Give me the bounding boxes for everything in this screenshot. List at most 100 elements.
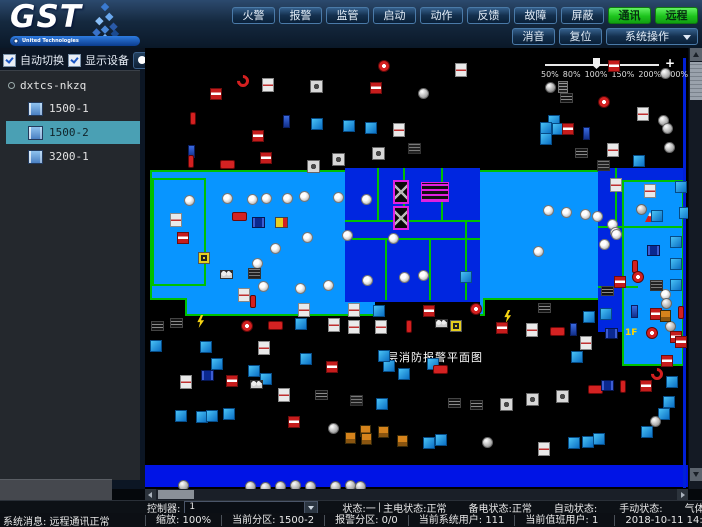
alarm-panel-icon[interactable]: [661, 355, 673, 367]
sphere-icon[interactable]: [650, 416, 661, 427]
dark-grille-icon[interactable]: [650, 280, 663, 291]
blue-device-icon[interactable]: [570, 323, 577, 336]
alarm-panel-icon[interactable]: [252, 130, 264, 142]
module-icon[interactable]: [200, 341, 212, 353]
grille-icon[interactable]: [470, 400, 483, 410]
alarm-button-icon[interactable]: [598, 96, 610, 108]
detector-icon[interactable]: [299, 191, 310, 202]
sphere-icon[interactable]: [418, 88, 429, 99]
detector-icon[interactable]: [533, 246, 544, 257]
menu-button[interactable]: 消音: [512, 28, 555, 45]
alarm-panel-icon[interactable]: [640, 380, 652, 392]
orange-device-icon[interactable]: [397, 435, 408, 447]
module-icon[interactable]: [583, 311, 595, 323]
extinguisher-icon[interactable]: [190, 112, 196, 125]
hydrant-icon[interactable]: [232, 212, 247, 221]
extinguisher-icon[interactable]: [620, 380, 626, 393]
tree-item-3200-1[interactable]: 3200-1: [6, 145, 140, 168]
alarm-panel-icon[interactable]: [608, 60, 620, 72]
detector-icon[interactable]: [261, 193, 272, 204]
menu-button[interactable]: 报警: [279, 7, 322, 24]
alarm-button-icon[interactable]: [646, 327, 658, 339]
scroll-left-arrow[interactable]: [145, 489, 156, 500]
module-icon[interactable]: [376, 398, 388, 410]
pump-icon[interactable]: [647, 245, 660, 256]
device-panel-icon[interactable]: [278, 388, 290, 402]
alarm-panel-icon[interactable]: [260, 152, 272, 164]
detector-icon[interactable]: [611, 229, 622, 240]
device-panel-icon[interactable]: [348, 303, 360, 317]
grille-icon[interactable]: [575, 148, 588, 158]
menu-button[interactable]: 反馈: [467, 7, 510, 24]
pump-icon[interactable]: [601, 380, 614, 391]
detector-icon[interactable]: [333, 192, 344, 203]
orange-device-icon[interactable]: [345, 432, 356, 444]
module-icon[interactable]: [373, 305, 385, 317]
menu-button[interactable]: 远程: [655, 7, 698, 24]
detector-icon[interactable]: [599, 239, 610, 250]
grille-icon[interactable]: [538, 303, 551, 313]
alarm-panel-icon[interactable]: [614, 276, 626, 288]
grille-icon[interactable]: [560, 93, 573, 103]
module-icon[interactable]: [150, 340, 162, 352]
chevron-down-icon[interactable]: [304, 501, 318, 513]
device-panel-icon[interactable]: [644, 184, 656, 198]
grip-icon[interactable]: [558, 81, 568, 93]
scroll-up-arrow[interactable]: [690, 48, 702, 61]
module-icon[interactable]: [295, 318, 307, 330]
hydrant-icon[interactable]: [220, 160, 235, 169]
sphere-icon[interactable]: [290, 480, 301, 489]
device-panel-icon[interactable]: [180, 375, 192, 389]
detector-icon[interactable]: [282, 193, 293, 204]
module-icon[interactable]: [633, 155, 645, 167]
detector-icon[interactable]: [258, 281, 269, 292]
module-icon[interactable]: [300, 353, 312, 365]
module-icon[interactable]: [675, 181, 687, 193]
horizontal-scroll-thumb[interactable]: [158, 490, 194, 499]
menu-button[interactable]: 火警: [232, 7, 275, 24]
module-icon[interactable]: [666, 376, 678, 388]
sphere-icon[interactable]: [355, 481, 366, 489]
people-icon[interactable]: [435, 319, 448, 328]
hydrant-icon[interactable]: [550, 327, 565, 336]
device-panel-icon[interactable]: [298, 303, 310, 317]
device-panel-icon[interactable]: [610, 178, 622, 192]
lightning-icon[interactable]: [197, 315, 205, 328]
device-panel-icon[interactable]: [580, 336, 592, 350]
detector-icon[interactable]: [184, 195, 195, 206]
orange-device-icon[interactable]: [361, 433, 372, 445]
fan-icon[interactable]: [526, 393, 539, 406]
module-icon[interactable]: [651, 210, 663, 222]
hydrant-icon[interactable]: [433, 365, 448, 374]
module-icon[interactable]: [206, 410, 218, 422]
pump-icon[interactable]: [605, 328, 618, 339]
device-panel-icon[interactable]: [328, 318, 340, 332]
detector-icon[interactable]: [418, 270, 429, 281]
bell-icon[interactable]: [234, 72, 252, 90]
device-panel-icon[interactable]: [262, 78, 274, 92]
menu-button[interactable]: 启动: [373, 7, 416, 24]
blue-device-icon[interactable]: [583, 127, 590, 140]
sphere-icon[interactable]: [662, 123, 673, 134]
orange-device-icon[interactable]: [660, 310, 671, 322]
sphere-icon[interactable]: [636, 204, 647, 215]
device-panel-icon[interactable]: [455, 63, 467, 77]
detector-icon[interactable]: [592, 211, 603, 222]
module-icon[interactable]: [398, 368, 410, 380]
fan-icon[interactable]: [556, 390, 569, 403]
alarm-panel-icon[interactable]: [370, 82, 382, 94]
alarm-panel-icon[interactable]: [496, 322, 508, 334]
lightning-icon[interactable]: [504, 310, 512, 323]
module-icon[interactable]: [658, 408, 670, 420]
tree-item-1500-1[interactable]: 1500-1: [6, 97, 140, 120]
detector-icon[interactable]: [302, 232, 313, 243]
alarm-panel-icon[interactable]: [177, 232, 189, 244]
sphere-icon[interactable]: [660, 68, 671, 79]
device-panel-icon[interactable]: [538, 442, 550, 456]
dark-grille-icon[interactable]: [408, 143, 421, 154]
extinguisher-icon[interactable]: [678, 306, 684, 319]
device-panel-icon[interactable]: [526, 323, 538, 337]
blue-device-icon[interactable]: [631, 305, 638, 318]
menu-button[interactable]: 监管: [326, 7, 369, 24]
floor-plan-canvas[interactable]: 层消防报警平面图 + 50%80%100%150%200%300% 1F: [145, 48, 688, 489]
